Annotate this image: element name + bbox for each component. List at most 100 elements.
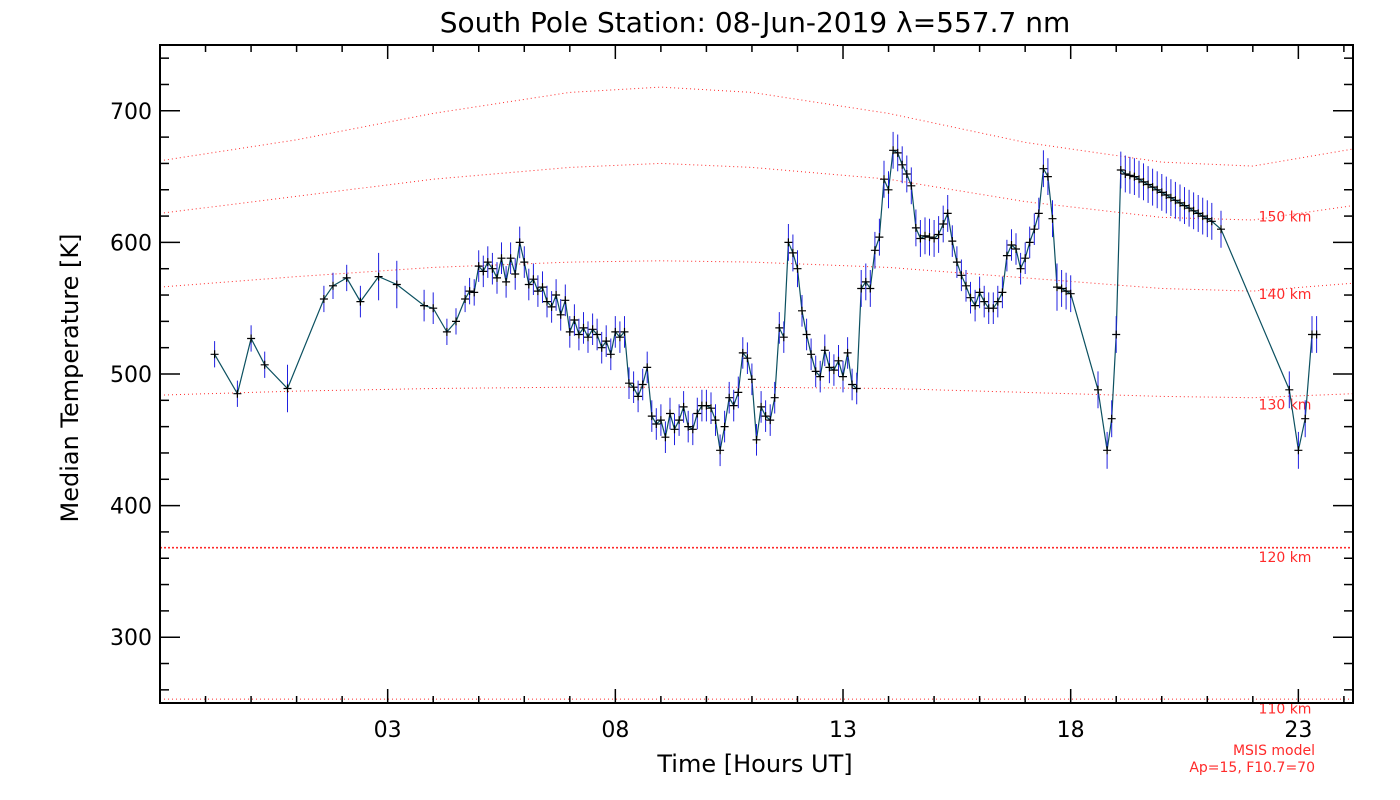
data-point (1130, 172, 1139, 181)
data-point (761, 412, 770, 421)
data-point (861, 277, 870, 286)
data-point (474, 262, 483, 271)
data-point (747, 375, 756, 384)
data-point (957, 271, 966, 280)
data-point (975, 288, 984, 297)
data-point (807, 350, 816, 359)
data-point (775, 323, 784, 332)
y-tick-label: 400 (110, 495, 152, 520)
x-tick-label: 13 (829, 718, 857, 743)
data-point (1139, 177, 1148, 186)
data-point (1025, 238, 1034, 247)
y-tick-label: 500 (110, 363, 152, 388)
model-curve-3 (159, 386, 1354, 399)
data-point (952, 258, 961, 267)
axes: 03 08 13 18 23 300 400 500 600 700 (110, 45, 1353, 743)
data-point (1121, 170, 1130, 178)
data-point (529, 275, 538, 284)
data-point (565, 327, 574, 336)
data-point (852, 384, 861, 393)
data-point (948, 237, 957, 246)
data-point (670, 425, 679, 434)
data-point (811, 367, 820, 376)
data-point (816, 372, 825, 381)
data-point (1002, 251, 1011, 260)
data-point (452, 317, 460, 326)
data-point (593, 330, 602, 339)
data-point (793, 264, 802, 273)
data-point (652, 420, 661, 428)
data-point (1285, 385, 1294, 394)
data-point (1312, 330, 1321, 339)
data-point (584, 333, 592, 342)
data-point (1043, 172, 1052, 181)
data-point (1294, 446, 1303, 455)
x-tick-label: 03 (374, 718, 402, 743)
data-point (829, 366, 838, 375)
data-point (902, 170, 911, 178)
data-point (1207, 217, 1216, 226)
data-point (1021, 254, 1030, 263)
data-point (848, 380, 857, 389)
data-point (1107, 414, 1116, 423)
data-point (233, 389, 242, 398)
data-point (679, 402, 688, 411)
data-point (561, 296, 570, 305)
data-point (788, 248, 797, 257)
data-point (857, 284, 866, 293)
data-point (930, 234, 939, 243)
data-point (889, 146, 898, 155)
data-point (392, 280, 401, 289)
data-point (620, 327, 629, 336)
data-point (939, 220, 948, 228)
y-tick-label: 600 (110, 231, 152, 256)
data-point (916, 234, 925, 243)
data-point (634, 392, 643, 401)
data-point (684, 422, 693, 431)
data-point (502, 277, 511, 286)
data-point (552, 291, 561, 299)
data-point (1153, 185, 1162, 194)
data-point (1066, 289, 1075, 298)
data-point (611, 327, 620, 336)
x-axis-label: Time [Hours UT] (656, 750, 852, 778)
data-point (966, 293, 975, 302)
data-point (442, 327, 451, 336)
data-point (1144, 180, 1153, 189)
data-point (1007, 241, 1016, 249)
data-point (319, 295, 328, 303)
data-point (1171, 196, 1180, 205)
data-point (766, 416, 775, 425)
data-point (1189, 206, 1198, 215)
data-point (533, 287, 542, 296)
data-point (720, 422, 729, 431)
data-point (1062, 287, 1071, 296)
data-point (738, 348, 747, 357)
y-tick-label: 700 (110, 100, 152, 125)
data-point (479, 267, 488, 276)
data-point (971, 301, 980, 310)
data-point (834, 356, 843, 365)
data-point (538, 283, 547, 292)
data-point (1057, 284, 1066, 293)
data-point (1198, 212, 1207, 221)
data-point (461, 295, 470, 303)
data-point (543, 297, 551, 306)
data-point (870, 246, 879, 255)
data-point (998, 288, 1007, 297)
data-point (784, 238, 793, 247)
model-curve-label-2: 140 km (1259, 287, 1312, 303)
data-point (1116, 166, 1125, 174)
data-point (1125, 171, 1134, 180)
model-curve-2 (159, 260, 1354, 292)
data-point (702, 401, 711, 410)
data-point (1012, 245, 1020, 253)
data-point (980, 297, 989, 306)
data-point (606, 350, 615, 359)
data-point (934, 230, 943, 239)
data-point (247, 334, 256, 343)
data-point (1176, 198, 1184, 207)
data-point (329, 281, 337, 290)
data-point (574, 330, 583, 339)
